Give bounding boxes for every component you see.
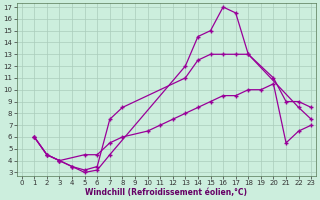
X-axis label: Windchill (Refroidissement éolien,°C): Windchill (Refroidissement éolien,°C) [85, 188, 247, 197]
